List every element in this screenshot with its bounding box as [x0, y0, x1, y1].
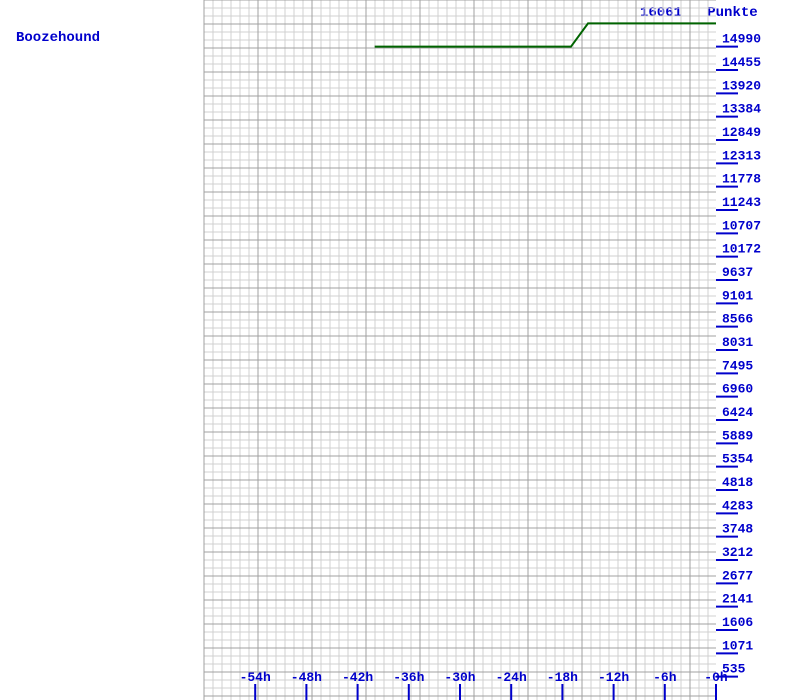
- x-tick-label: -42h: [342, 670, 373, 685]
- y-tick-label: 5889: [722, 428, 753, 443]
- y-tick-label: 1071: [722, 638, 753, 653]
- y-tick-label: 6424: [722, 405, 753, 420]
- y-tick-label: 3212: [722, 545, 753, 560]
- y-tick-label: 10707: [722, 218, 761, 233]
- y-tick-label: 9101: [722, 288, 753, 303]
- y-tick-label: 8031: [722, 335, 753, 350]
- y-tick-label: 11778: [722, 172, 761, 187]
- y-tick-label: 8566: [722, 312, 753, 327]
- y-tick-label: 2141: [722, 592, 753, 607]
- data-series-line: [375, 23, 716, 46]
- y-tick-label: 2677: [722, 568, 753, 583]
- x-tick-label: -30h: [444, 670, 475, 685]
- y-tick-label: 6960: [722, 382, 753, 397]
- x-tick-label: -12h: [598, 670, 629, 685]
- y-tick-label: 4283: [722, 498, 753, 513]
- y-tick-label: 9637: [722, 265, 753, 280]
- x-tick-label: -48h: [291, 670, 322, 685]
- x-tick-label: -54h: [240, 670, 271, 685]
- y-tick-label: 4818: [722, 475, 753, 490]
- y-tick-label: 13384: [722, 102, 761, 117]
- y-tick-label: 14990: [722, 32, 761, 47]
- y-tick-label: 12849: [722, 125, 761, 140]
- y-tick-label: 1606: [722, 615, 753, 630]
- y-tick-label: 10172: [722, 242, 761, 257]
- x-tick-label: -24h: [496, 670, 527, 685]
- y-tick-label: 3748: [722, 522, 753, 537]
- x-tick-label: -36h: [393, 670, 424, 685]
- x-tick-label: -6h: [653, 670, 677, 685]
- y-tick-label: 13920: [722, 78, 761, 93]
- x-tick-label: -0h: [704, 670, 728, 685]
- y-tick-label: 12313: [722, 148, 761, 163]
- y-tick-label: 14455: [722, 55, 761, 70]
- y-tick-label: 11243: [722, 195, 761, 210]
- y-tick-label: 5354: [722, 452, 753, 467]
- chart-container: Boozehound 16061 Punkte 5351071160621412…: [0, 0, 800, 700]
- line-chart: 5351071160621412677321237484283481853545…: [0, 0, 800, 700]
- y-tick-label: 7495: [722, 358, 753, 373]
- x-tick-label: -18h: [547, 670, 578, 685]
